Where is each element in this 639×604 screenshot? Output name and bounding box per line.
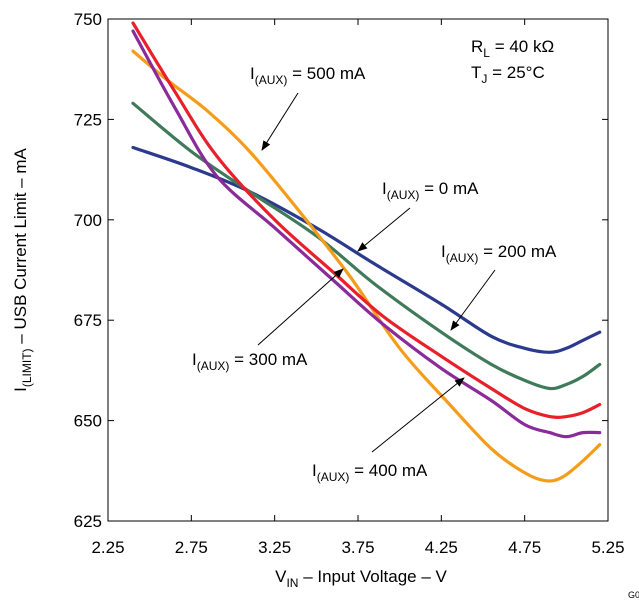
series-line-4: [131, 49, 602, 483]
series-line-3: [131, 29, 602, 439]
x-tick-label: 5.25: [591, 538, 624, 557]
y-tick-label: 675: [74, 311, 102, 330]
condition-temperature: TJ = 25°C: [471, 63, 545, 86]
annotation-label: I(AUX) = 200 mA: [441, 242, 557, 265]
x-tick-label: 2.25: [91, 538, 124, 557]
y-tick-label: 725: [74, 110, 102, 129]
annotation-arrow: [450, 269, 496, 331]
y-axis-title: I(LIMIT) – USB Current Limit – mA: [11, 147, 34, 391]
y-tick-label: 625: [74, 512, 102, 531]
condition-resistance: RL = 40 kΩ: [471, 37, 554, 60]
annotation-arrow: [371, 377, 465, 453]
annotation-label: I(AUX) = 0 mA: [382, 179, 479, 202]
annotation-arrow: [357, 207, 411, 252]
x-tick-label: 4.25: [425, 538, 458, 557]
annotation-arrow: [261, 92, 299, 151]
x-axis-ticks: 2.25 2.75 3.25 3.75 4.25 4.75 5.25: [91, 19, 625, 557]
annotation-label: I(AUX) = 300 mA: [192, 350, 308, 373]
series-line-2: [131, 21, 602, 419]
y-axis-ticks: 625 650 675 700 725 750: [74, 10, 608, 531]
x-tick-label: 3.25: [258, 538, 291, 557]
annotation-label: I(AUX) = 400 mA: [312, 461, 428, 484]
x-axis-title: VIN – Input Voltage – V: [275, 567, 447, 590]
x-tick-label: 4.75: [508, 538, 541, 557]
y-tick-label: 650: [74, 412, 102, 431]
series-lines: [131, 21, 602, 483]
x-tick-label: 3.75: [341, 538, 374, 557]
figure-code: G0: [628, 590, 639, 600]
y-tick-label: 750: [74, 10, 102, 29]
y-tick-label: 700: [74, 211, 102, 230]
annotations: I(AUX) = 500 mA I(AUX) = 0 mA I(AUX) = 200…: [192, 64, 557, 484]
annotation-arrow: [257, 268, 344, 346]
x-tick-label: 2.75: [175, 538, 208, 557]
annotation-label: I(AUX) = 500 mA: [250, 64, 366, 87]
